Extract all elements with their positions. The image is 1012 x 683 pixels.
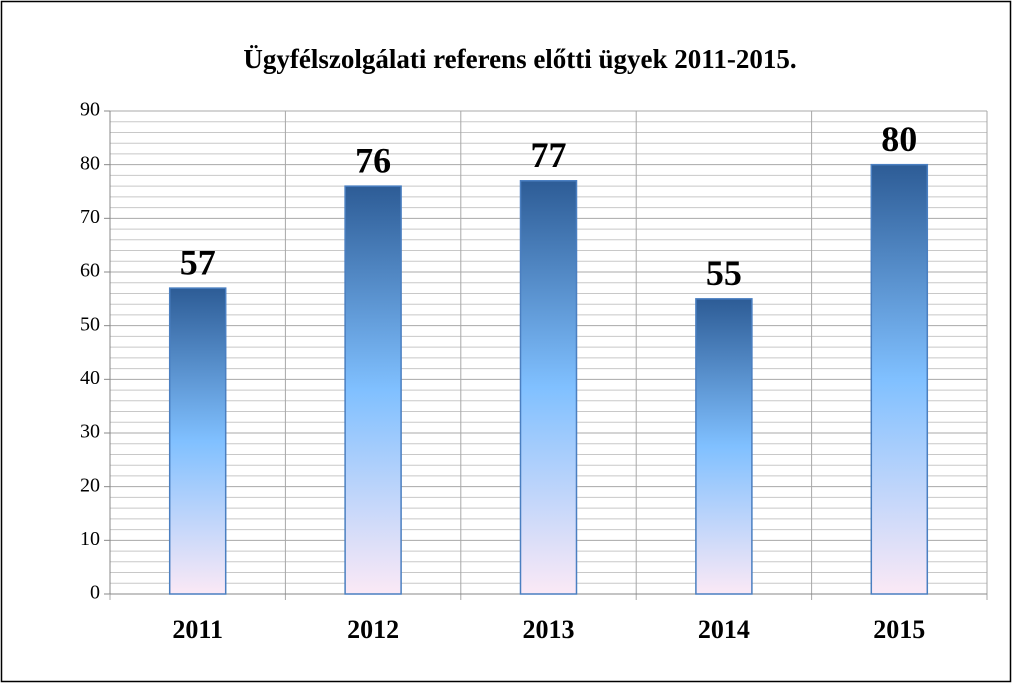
- x-tick-label: 2013: [523, 615, 575, 644]
- x-tick-label: 2014: [698, 615, 750, 644]
- x-tick-label: 2011: [172, 615, 223, 644]
- bar: [870, 163, 929, 595]
- data-label: 57: [180, 242, 216, 282]
- y-tick-label: 40: [80, 367, 100, 389]
- x-tick-label: 2012: [347, 615, 399, 644]
- data-label: 77: [531, 135, 567, 175]
- y-tick-label: 60: [80, 260, 100, 282]
- data-label: 80: [881, 119, 917, 159]
- y-tick-label: 70: [80, 206, 100, 228]
- chart-title: Ügyfélszolgálati referens előtti ügyek 2…: [243, 44, 796, 74]
- bar: [344, 185, 402, 595]
- y-tick-label: 10: [80, 528, 100, 550]
- y-tick-label: 30: [80, 421, 100, 443]
- bar: [168, 287, 227, 595]
- y-tick-label: 90: [80, 99, 100, 121]
- bar: [695, 298, 753, 595]
- y-tick-label: 20: [80, 474, 100, 496]
- data-label: 55: [706, 253, 742, 293]
- x-tick-label: 2015: [873, 615, 925, 644]
- y-tick-label: 0: [90, 582, 100, 604]
- data-label: 76: [355, 140, 391, 180]
- bar: [519, 180, 578, 595]
- y-tick-label: 50: [80, 313, 100, 335]
- y-tick-label: 80: [80, 152, 100, 174]
